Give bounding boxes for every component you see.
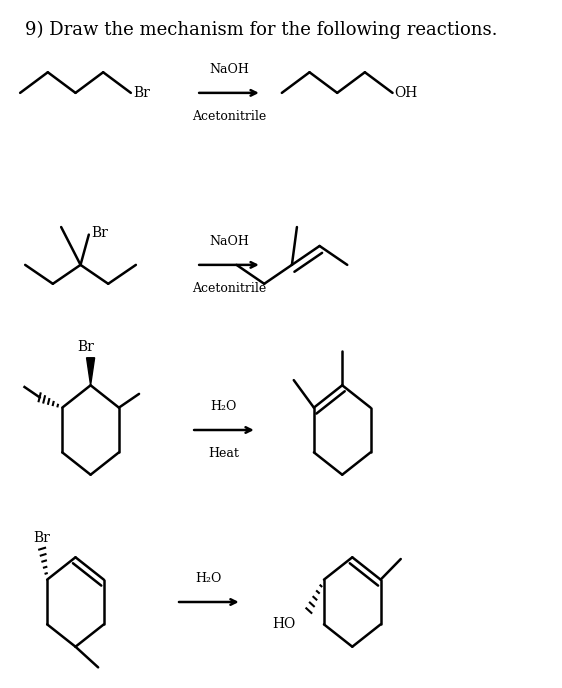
Text: HO: HO	[272, 618, 295, 632]
Text: Heat: Heat	[209, 447, 239, 460]
Text: Br: Br	[133, 86, 150, 100]
Polygon shape	[87, 358, 94, 385]
Text: NaOH: NaOH	[209, 235, 249, 248]
Text: Acetonitrile: Acetonitrile	[192, 110, 266, 123]
Text: H₂O: H₂O	[196, 572, 222, 585]
Text: 9) Draw the mechanism for the following reactions.: 9) Draw the mechanism for the following …	[25, 21, 498, 39]
Text: H₂O: H₂O	[211, 400, 237, 413]
Text: Br: Br	[92, 226, 108, 239]
Text: Acetonitrile: Acetonitrile	[192, 282, 266, 295]
Text: OH: OH	[394, 86, 418, 100]
Text: Br: Br	[77, 341, 94, 354]
Text: Br: Br	[34, 531, 51, 545]
Text: NaOH: NaOH	[209, 63, 249, 76]
